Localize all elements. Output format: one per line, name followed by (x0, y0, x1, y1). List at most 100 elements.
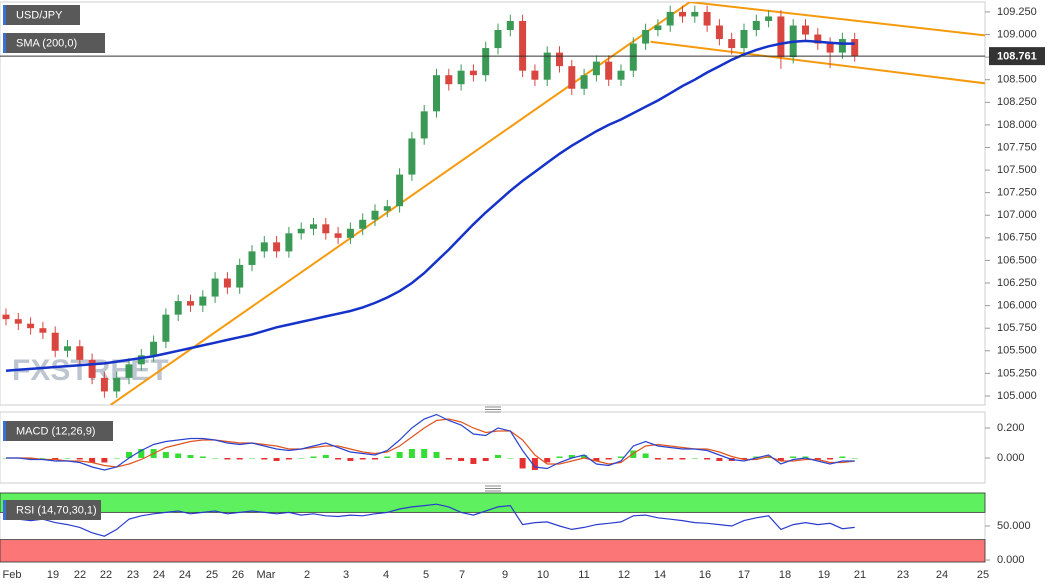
label-box (3, 421, 113, 441)
candle-body (494, 30, 502, 49)
candle-body (691, 11, 699, 17)
legend-boxes: USD/JPY SMA (200,0) MACD (12,26,9) RSI (… (3, 5, 113, 520)
label-stripe (3, 33, 6, 53)
macd-histogram-bar (777, 457, 784, 461)
macd-histogram-bar (175, 453, 182, 458)
macd-histogram-bar (704, 457, 711, 460)
macd-histogram-bar (790, 456, 797, 458)
macd-histogram-bar (495, 454, 501, 458)
x-tick-label: 12 (618, 569, 630, 581)
last-price-label: 108.761 (997, 51, 1037, 63)
macd-histogram-bar (298, 457, 305, 459)
y-tick-label: 50.000 (997, 520, 1031, 532)
candle-body (125, 364, 133, 378)
candle-body (223, 278, 231, 288)
candle-body (605, 61, 613, 80)
macd-histogram-bar (52, 457, 59, 460)
macd-panel (0, 411, 986, 484)
candle-body (445, 75, 453, 85)
x-tick-label: 10 (537, 569, 549, 581)
y-tick-label: 108.500 (997, 74, 1037, 86)
macd-histogram-bar (76, 457, 83, 460)
x-tick-label: 22 (100, 569, 112, 581)
macd-histogram-bar (138, 448, 145, 458)
sma-label: SMA (200,0) (16, 37, 77, 49)
y-tick-label: 105.000 (997, 390, 1037, 402)
candle-body (199, 296, 207, 306)
macd-plot (3, 413, 858, 471)
macd-histogram-bar (27, 457, 34, 460)
y-tick-label: 0.200 (997, 422, 1025, 434)
macd-histogram-bar (691, 457, 698, 459)
candle-body (76, 346, 84, 360)
y-tick-label: 107.000 (997, 209, 1037, 221)
rsi-line (5, 503, 855, 537)
macd-histogram-bar (618, 456, 624, 458)
label-box (3, 5, 80, 25)
candle-body (457, 70, 465, 85)
x-tick-label: 17 (738, 569, 750, 581)
y-tick-label: 0.000 (997, 452, 1025, 464)
candle-body (642, 30, 650, 44)
macd-label: MACD (12,26,9) (16, 425, 95, 437)
y-tick-label: 108.250 (997, 96, 1037, 108)
candle-body (568, 66, 576, 89)
y-tick-label: 105.750 (997, 322, 1037, 334)
x-tick-label: 26 (232, 569, 244, 581)
macd-histogram-bar (372, 457, 378, 460)
x-tick-label: 18 (779, 569, 791, 581)
macd-histogram-bar (716, 457, 723, 461)
macd-histogram-bar (101, 457, 108, 463)
candle-body (469, 70, 477, 76)
macd-histogram-bar (445, 457, 452, 460)
macd-histogram-bar (507, 457, 514, 459)
x-tick-label: 23 (127, 569, 139, 581)
sma-line (5, 39, 855, 372)
candle-body (617, 70, 625, 80)
macd-histogram-bar (482, 457, 489, 461)
x-tick-label: 23 (897, 569, 909, 581)
macd-histogram-bar (285, 457, 292, 460)
candle-body (482, 48, 490, 76)
candle-body (113, 377, 121, 392)
x-tick-label: 19 (47, 569, 59, 581)
candle-body (162, 314, 170, 342)
macd-histogram-bar (851, 457, 858, 459)
candle-body (752, 20, 760, 31)
candle-body (174, 301, 182, 315)
x-tick-label: 2 (304, 569, 310, 581)
x-tick-label: 24 (936, 569, 948, 581)
macd-histogram-bar (347, 457, 354, 461)
label-stripe (3, 5, 6, 25)
candle-body (838, 39, 846, 53)
trendline (650, 40, 985, 85)
x-tick-label: 24 (153, 569, 165, 581)
x-tick-label: 3 (343, 569, 349, 581)
label-stripe (3, 500, 6, 520)
x-tick-label: 14 (654, 569, 666, 581)
y-tick-label: 109.000 (997, 28, 1037, 40)
macd-histogram-bar (384, 456, 391, 458)
x-tick-label: Feb (3, 569, 22, 581)
y-tick-label: 106.750 (997, 232, 1037, 244)
x-tick-label: 21 (854, 569, 866, 581)
macd-histogram-bar (421, 448, 428, 458)
trendline (689, 2, 985, 37)
x-tick-label: 25 (206, 569, 218, 581)
macd-histogram-bar (544, 457, 551, 463)
macd-histogram-bar (667, 457, 674, 460)
macd-histogram-bar (679, 457, 686, 460)
y-tick-label: 106.000 (997, 300, 1037, 312)
candle-body (383, 206, 391, 211)
candle-body (543, 52, 551, 80)
candle-body (187, 301, 194, 306)
x-tick-label: 19 (818, 569, 830, 581)
candle-body (420, 111, 428, 139)
candle-body (211, 278, 219, 297)
candle-body (506, 20, 514, 31)
candle-body (556, 52, 563, 67)
candle-body (334, 233, 342, 238)
candle-body (715, 25, 723, 40)
macd-histogram-bar (273, 457, 280, 461)
